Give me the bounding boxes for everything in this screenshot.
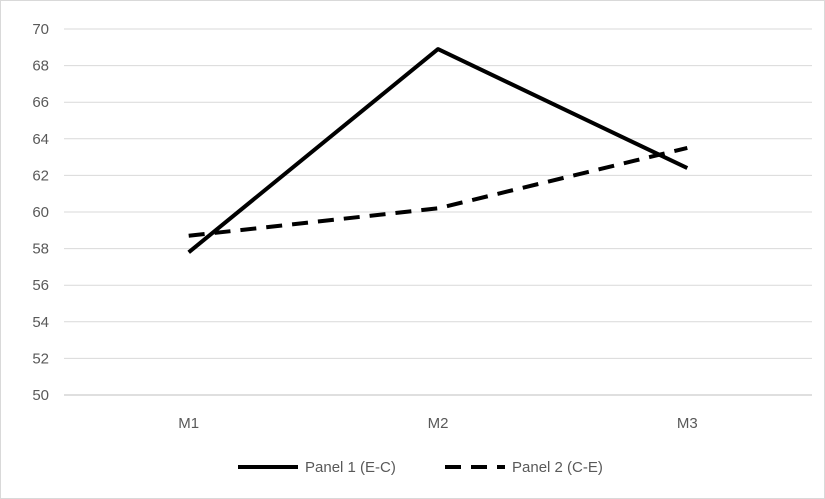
legend-label-1: Panel 1 (E-C) bbox=[305, 459, 396, 476]
y-tick-label: 62 bbox=[32, 167, 49, 184]
series-lines bbox=[187, 47, 689, 254]
y-tick-label: 60 bbox=[32, 204, 49, 221]
series-line-1 bbox=[187, 47, 689, 254]
y-tick-label: 70 bbox=[32, 21, 49, 38]
y-tick-label: 66 bbox=[32, 94, 49, 111]
y-axis: 50 52 54 56 58 60 62 64 66 68 70 bbox=[32, 21, 49, 404]
y-tick-label: 64 bbox=[32, 131, 49, 148]
y-tick-label: 56 bbox=[32, 277, 49, 294]
y-tick-label: 54 bbox=[32, 314, 49, 331]
legend: Panel 1 (E-C) Panel 2 (C-E) bbox=[238, 459, 603, 476]
y-tick-label: 68 bbox=[32, 58, 49, 75]
x-tick-label: M3 bbox=[677, 415, 698, 432]
y-tick-label: 58 bbox=[32, 241, 49, 258]
gridlines bbox=[64, 28, 812, 396]
x-tick-label: M1 bbox=[178, 415, 199, 432]
legend-label-2: Panel 2 (C-E) bbox=[512, 459, 603, 476]
y-tick-label: 50 bbox=[32, 387, 49, 404]
series-line-2 bbox=[188, 145, 688, 238]
x-axis: M1 M2 M3 bbox=[178, 415, 698, 432]
x-tick-label: M2 bbox=[428, 415, 449, 432]
y-tick-label: 52 bbox=[32, 350, 49, 367]
